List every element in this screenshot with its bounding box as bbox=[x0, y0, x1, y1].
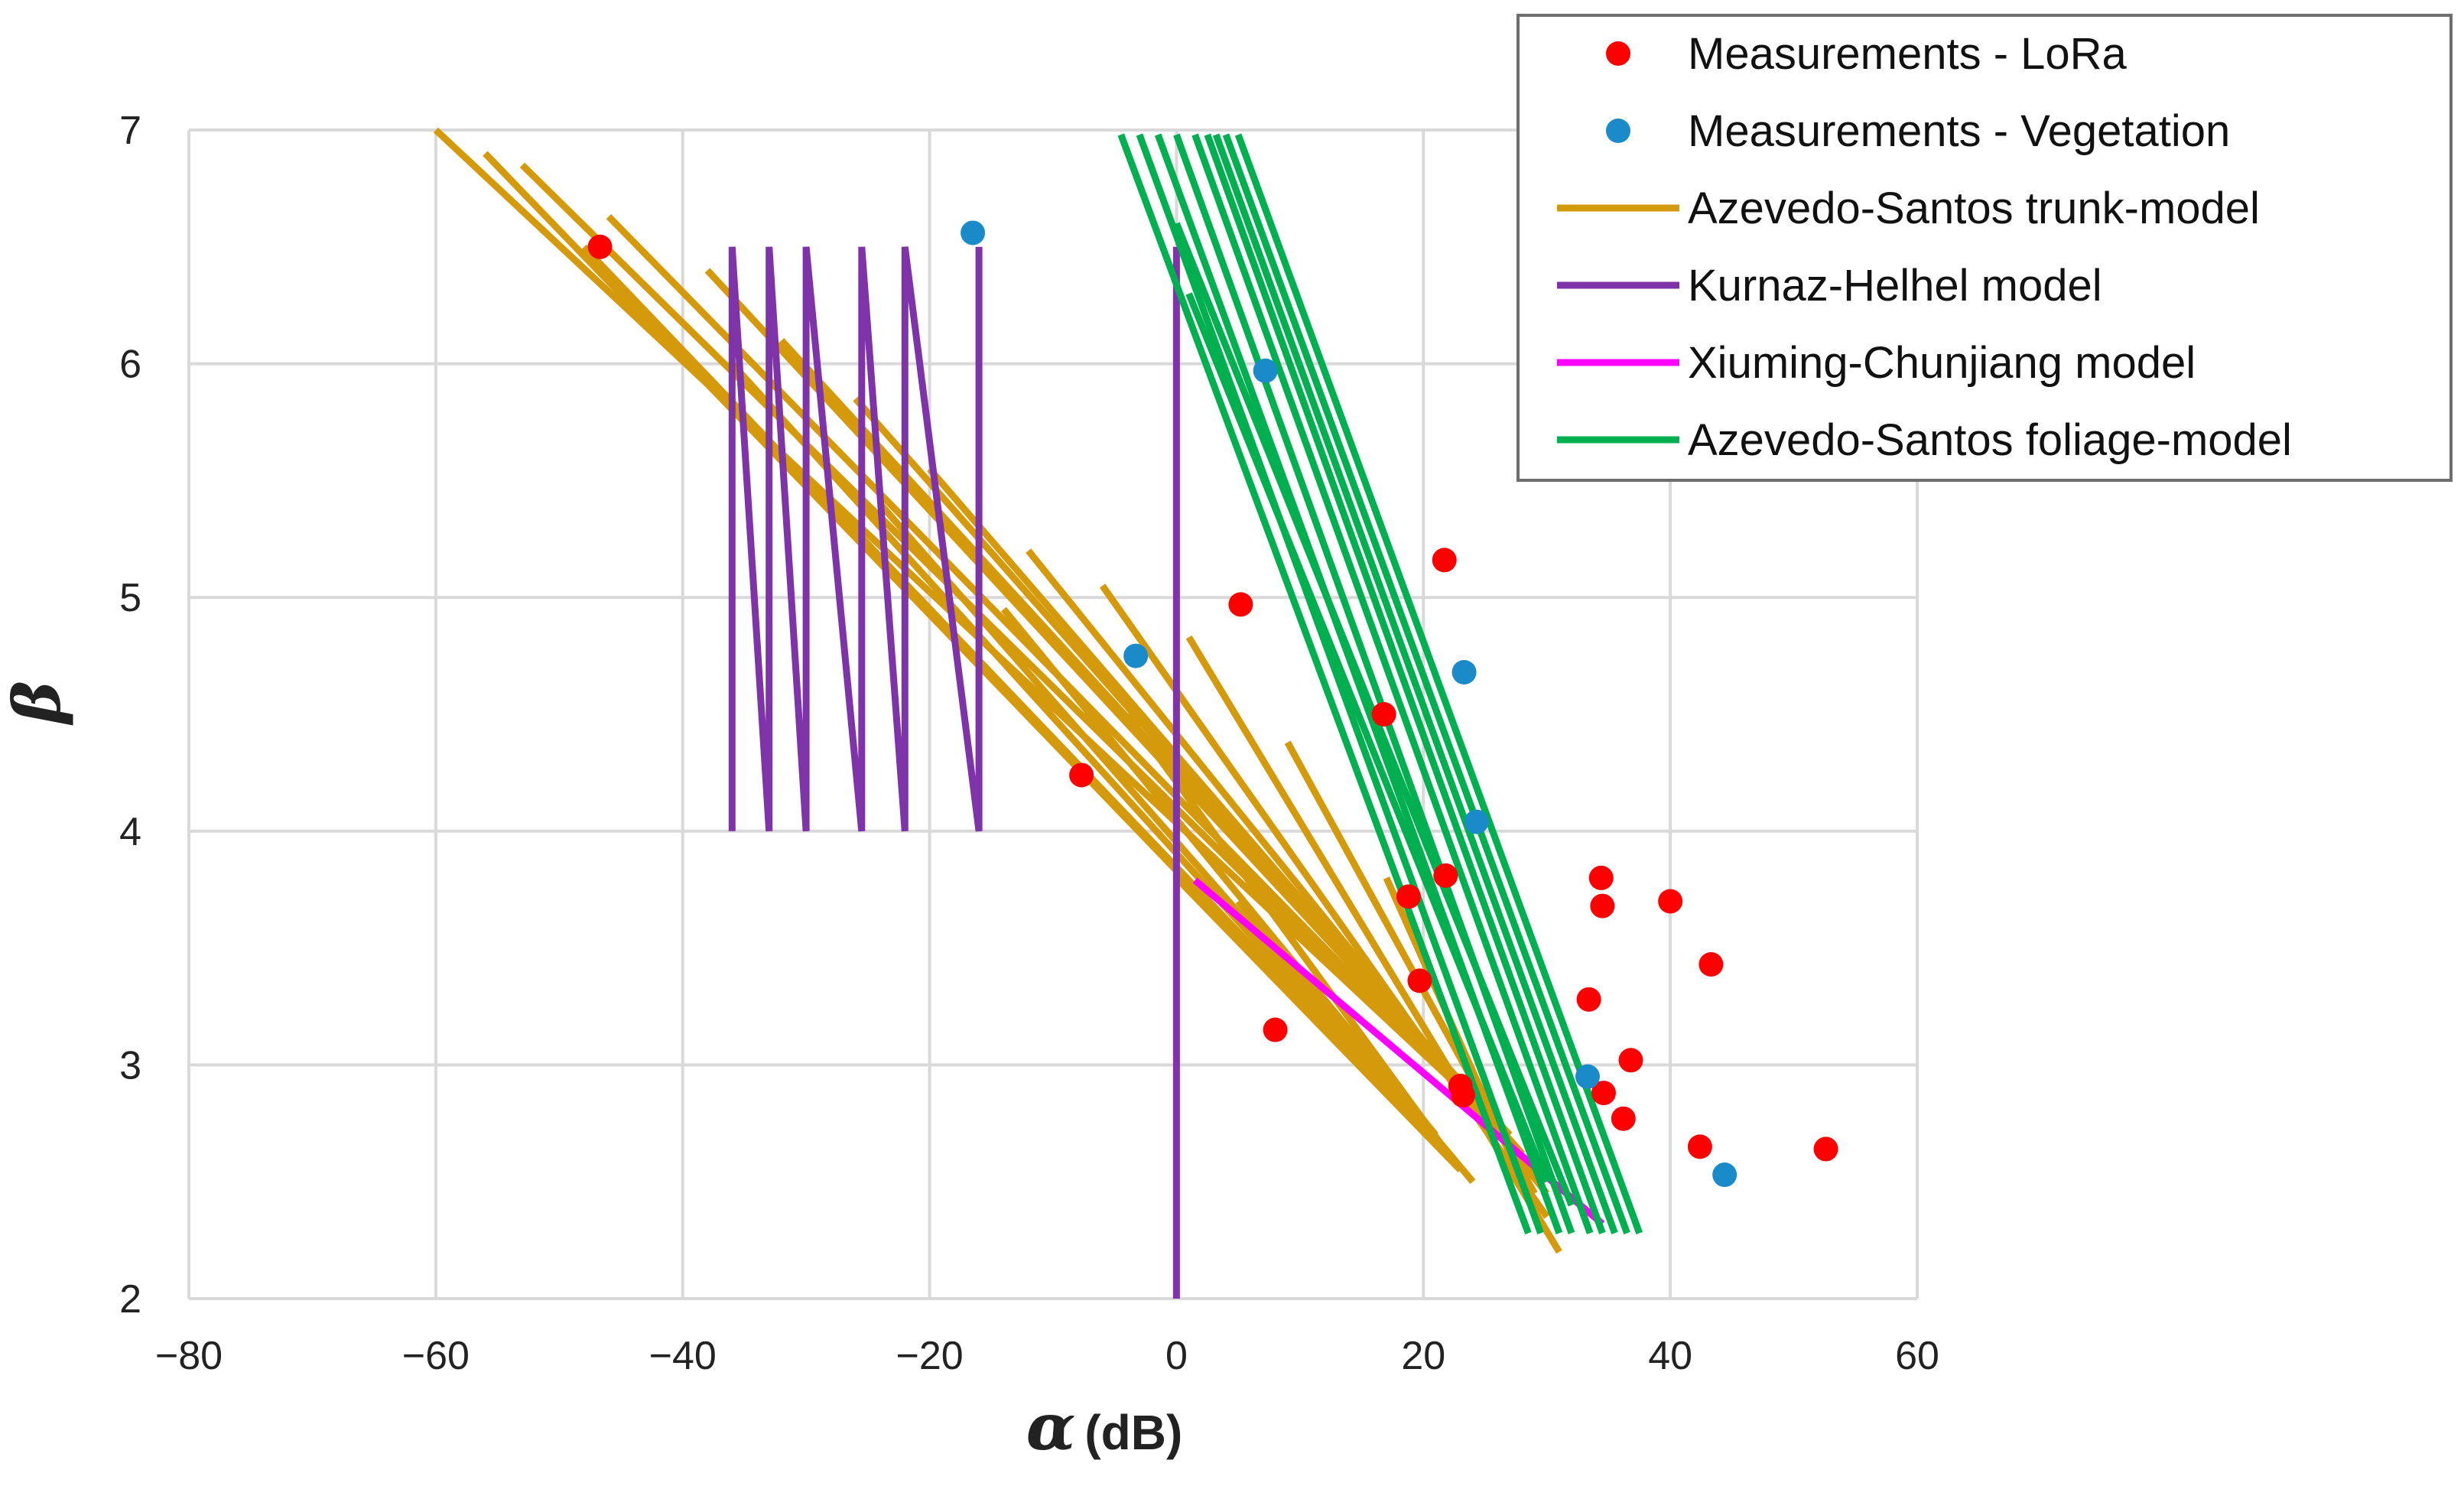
azevedo-santos-foliage-model-line bbox=[1234, 133, 1643, 1234]
azevedo-santos-trunk-model-line bbox=[729, 361, 1414, 1114]
legend-label-azevedo-santos-trunk-model: Azevedo-Santos trunk-model bbox=[1688, 184, 2260, 233]
measurements-lora-point bbox=[1432, 548, 1457, 573]
azevedo-santos-trunk-model-line bbox=[1174, 875, 1463, 1173]
x-axis-title: α (dB) bbox=[1026, 1389, 1183, 1465]
measurements-vegetation-point bbox=[1712, 1162, 1737, 1188]
x-tick-label: −60 bbox=[402, 1334, 470, 1378]
y-tick-label: 7 bbox=[119, 109, 141, 153]
measurements-lora-point bbox=[1590, 893, 1615, 919]
measurements-lora-point bbox=[1069, 763, 1094, 788]
x-tick-label: 40 bbox=[1648, 1334, 1692, 1378]
azevedo-santos-foliage-model-line bbox=[1185, 292, 1550, 1183]
model-lines bbox=[433, 127, 1643, 1299]
measurements-lora-point bbox=[1228, 592, 1253, 617]
azevedo-santos-trunk-model-line bbox=[581, 244, 1402, 1103]
measurements-lora-point bbox=[587, 234, 613, 259]
measurements-lora-point bbox=[1588, 865, 1614, 890]
tick-labels: −80 −60 −40 −20 0 20 40 60 2 3 4 5 6 7 bbox=[119, 109, 1939, 1378]
legend-marker-measurements-lora bbox=[1606, 41, 1630, 66]
y-axis-title: β bbox=[0, 681, 75, 726]
legend: Measurements - LoRa Measurements - Vegeta… bbox=[1516, 14, 2453, 482]
measurements-vegetation-point bbox=[1123, 643, 1149, 668]
x-tick-label: −20 bbox=[896, 1334, 963, 1378]
measurements-lora-point bbox=[1407, 968, 1432, 993]
azevedo-santos-trunk-model-line bbox=[1124, 712, 1451, 1156]
azevedo-santos-trunk-model-line bbox=[519, 162, 1476, 1103]
azevedo-santos-foliage-model-line bbox=[1222, 133, 1630, 1234]
legend-label-measurements-vegetation: Measurements - Vegetation bbox=[1688, 106, 2230, 156]
y-tick-label: 3 bbox=[119, 1043, 141, 1088]
azevedo-santos-foliage-model-line bbox=[1212, 133, 1618, 1234]
legend-label-xiuming-chunjiang-model: Xiuming-Chunjiang model bbox=[1688, 338, 2196, 388]
azevedo-santos-foliage-model-line bbox=[1204, 133, 1606, 1234]
azevedo-santos-foliage-model-line bbox=[1191, 133, 1594, 1234]
measurement-points bbox=[587, 220, 1838, 1188]
x-tick-label: −80 bbox=[155, 1334, 223, 1378]
measurements-lora-point bbox=[1396, 884, 1421, 909]
measurements-lora-point bbox=[1576, 987, 1601, 1012]
azevedo-santos-foliage-model-line bbox=[1136, 133, 1544, 1234]
legend-label-azevedo-santos-foliage-model: Azevedo-Santos foliage-model bbox=[1688, 415, 2292, 465]
measurements-lora-point bbox=[1658, 889, 1683, 914]
y-tick-label: 6 bbox=[119, 343, 141, 387]
measurements-lora-point bbox=[1611, 1106, 1636, 1131]
measurements-lora-point bbox=[1813, 1136, 1838, 1162]
legend-label-kurnaz-helhel-model: Kurnaz-Helhel model bbox=[1688, 261, 2102, 311]
legend-marker-measurements-vegetation bbox=[1606, 119, 1630, 143]
measurements-vegetation-point bbox=[1575, 1064, 1600, 1089]
y-tick-label: 5 bbox=[119, 576, 141, 620]
legend-label-measurements-lora: Measurements - LoRa bbox=[1688, 29, 2128, 79]
azevedo-santos-foliage-model-line bbox=[1117, 133, 1532, 1234]
x-axis-symbol: α bbox=[1026, 1389, 1076, 1465]
kurnaz-helhel-model-line bbox=[728, 246, 983, 832]
x-tick-label: 20 bbox=[1401, 1334, 1445, 1378]
measurements-vegetation-point bbox=[1464, 809, 1489, 834]
measurements-lora-point bbox=[1687, 1134, 1712, 1159]
measurements-lora-point bbox=[1450, 1083, 1475, 1108]
azevedo-santos-trunk-model-line bbox=[877, 502, 1426, 1126]
measurements-lora-point bbox=[1591, 1081, 1616, 1106]
legend-box bbox=[1516, 14, 2453, 482]
measurements-lora-point bbox=[1433, 863, 1458, 888]
y-tick-label: 2 bbox=[119, 1277, 141, 1322]
legend-items: Measurements - LoRa Measurements - Vegeta… bbox=[1557, 29, 2292, 465]
y-tick-label: 4 bbox=[119, 810, 141, 854]
measurements-lora-point bbox=[1263, 1017, 1288, 1042]
measurements-lora-point bbox=[1698, 951, 1724, 977]
measurements-vegetation-point bbox=[1451, 659, 1477, 684]
x-tick-label: 60 bbox=[1895, 1334, 1939, 1378]
x-axis-unit: (dB) bbox=[1084, 1405, 1182, 1460]
measurements-lora-point bbox=[1618, 1048, 1643, 1073]
x-tick-label: 0 bbox=[1165, 1334, 1188, 1378]
x-tick-label: −40 bbox=[649, 1334, 717, 1378]
measurements-vegetation-point bbox=[1253, 358, 1278, 383]
measurements-lora-point bbox=[1371, 702, 1396, 727]
measurements-vegetation-point bbox=[961, 220, 986, 245]
